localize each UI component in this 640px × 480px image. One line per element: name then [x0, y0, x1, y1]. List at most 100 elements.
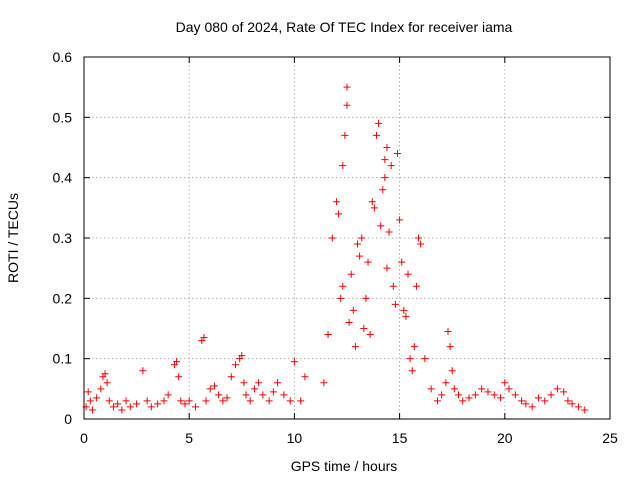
data-point	[505, 385, 513, 393]
data-point	[84, 388, 92, 396]
data-point	[126, 403, 134, 411]
data-point	[160, 397, 168, 405]
data-point	[383, 144, 391, 151]
data-point	[383, 264, 391, 272]
data-point	[381, 174, 389, 182]
x-tick-label: 15	[392, 430, 408, 446]
data-point	[175, 373, 183, 381]
data-point	[210, 382, 218, 390]
data-point	[360, 325, 368, 332]
data-point	[366, 331, 374, 339]
data-point	[528, 403, 536, 411]
data-point	[396, 216, 404, 224]
data-point	[255, 379, 263, 387]
data-point	[332, 198, 340, 206]
x-tick-label: 10	[287, 430, 303, 446]
axis-ticks	[83, 56, 611, 420]
data-point	[534, 394, 542, 402]
data-point	[381, 156, 389, 164]
data-point	[114, 400, 122, 408]
data-point	[109, 403, 117, 411]
data-point	[238, 352, 246, 360]
data-point	[389, 282, 397, 290]
data-point	[101, 370, 109, 378]
data-point	[398, 258, 406, 266]
data-point	[541, 397, 549, 405]
data-point	[143, 397, 151, 405]
data-point	[560, 388, 568, 396]
data-point	[379, 186, 387, 194]
x-axis-label: GPS time / hours	[291, 458, 398, 474]
data-point	[391, 300, 399, 308]
data-point	[370, 204, 378, 212]
x-tick-label: 5	[185, 430, 193, 446]
data-point	[341, 131, 349, 139]
data-point	[354, 240, 362, 248]
data-point	[372, 131, 380, 139]
data-point	[335, 210, 343, 218]
data-point	[393, 150, 401, 158]
data-point	[297, 397, 305, 405]
data-point	[339, 282, 347, 290]
y-axis-label: ROTI / TECUs	[5, 193, 21, 283]
data-point	[324, 331, 332, 339]
data-point	[265, 397, 273, 405]
data-point	[154, 400, 162, 408]
plot-frame	[83, 56, 611, 420]
data-point	[103, 379, 111, 387]
data-point	[349, 306, 357, 314]
data-point	[402, 312, 410, 320]
data-point	[147, 403, 155, 411]
data-point	[223, 394, 231, 402]
data-point	[227, 373, 235, 381]
x-tick-label: 25	[602, 430, 618, 446]
data-point	[133, 400, 141, 408]
y-tick-label: 0.2	[53, 290, 73, 306]
data-point	[358, 234, 366, 242]
data-point	[286, 397, 294, 405]
data-point	[368, 198, 376, 206]
data-point	[351, 343, 359, 351]
data-point	[200, 334, 208, 342]
data-point	[105, 397, 113, 405]
data-point	[501, 379, 509, 387]
data-point	[547, 391, 555, 399]
data-point	[139, 367, 147, 375]
data-point	[219, 397, 227, 405]
data-point	[448, 367, 456, 375]
data-point	[356, 252, 364, 260]
data-point	[408, 367, 416, 375]
data-point	[192, 403, 200, 411]
data-point	[362, 294, 370, 302]
y-tick-label: 0	[64, 411, 72, 427]
data-point	[280, 391, 288, 399]
data-point	[417, 240, 425, 248]
data-point	[240, 379, 248, 387]
x-tick-labels: 0 5 10 15 20 25	[80, 430, 618, 446]
data-point	[581, 406, 589, 414]
data-point	[242, 391, 250, 399]
data-point	[164, 391, 172, 399]
data-point	[450, 385, 458, 393]
data-point	[465, 394, 473, 402]
y-tick-label: 0.3	[53, 230, 73, 246]
data-point	[511, 391, 519, 399]
data-point	[421, 355, 429, 363]
data-point	[568, 400, 576, 408]
data-point	[522, 400, 530, 408]
data-point	[442, 379, 450, 387]
data-point	[290, 358, 298, 366]
data-point	[400, 306, 408, 314]
data-point	[185, 397, 193, 405]
grid-lines	[84, 57, 610, 419]
data-point	[478, 385, 486, 393]
data-point	[343, 83, 351, 91]
data-point	[564, 397, 572, 405]
data-point	[259, 391, 267, 399]
data-point	[173, 358, 181, 366]
data-point	[438, 391, 446, 399]
data-point	[387, 162, 395, 170]
data-point	[490, 391, 498, 399]
data-point	[328, 234, 336, 242]
